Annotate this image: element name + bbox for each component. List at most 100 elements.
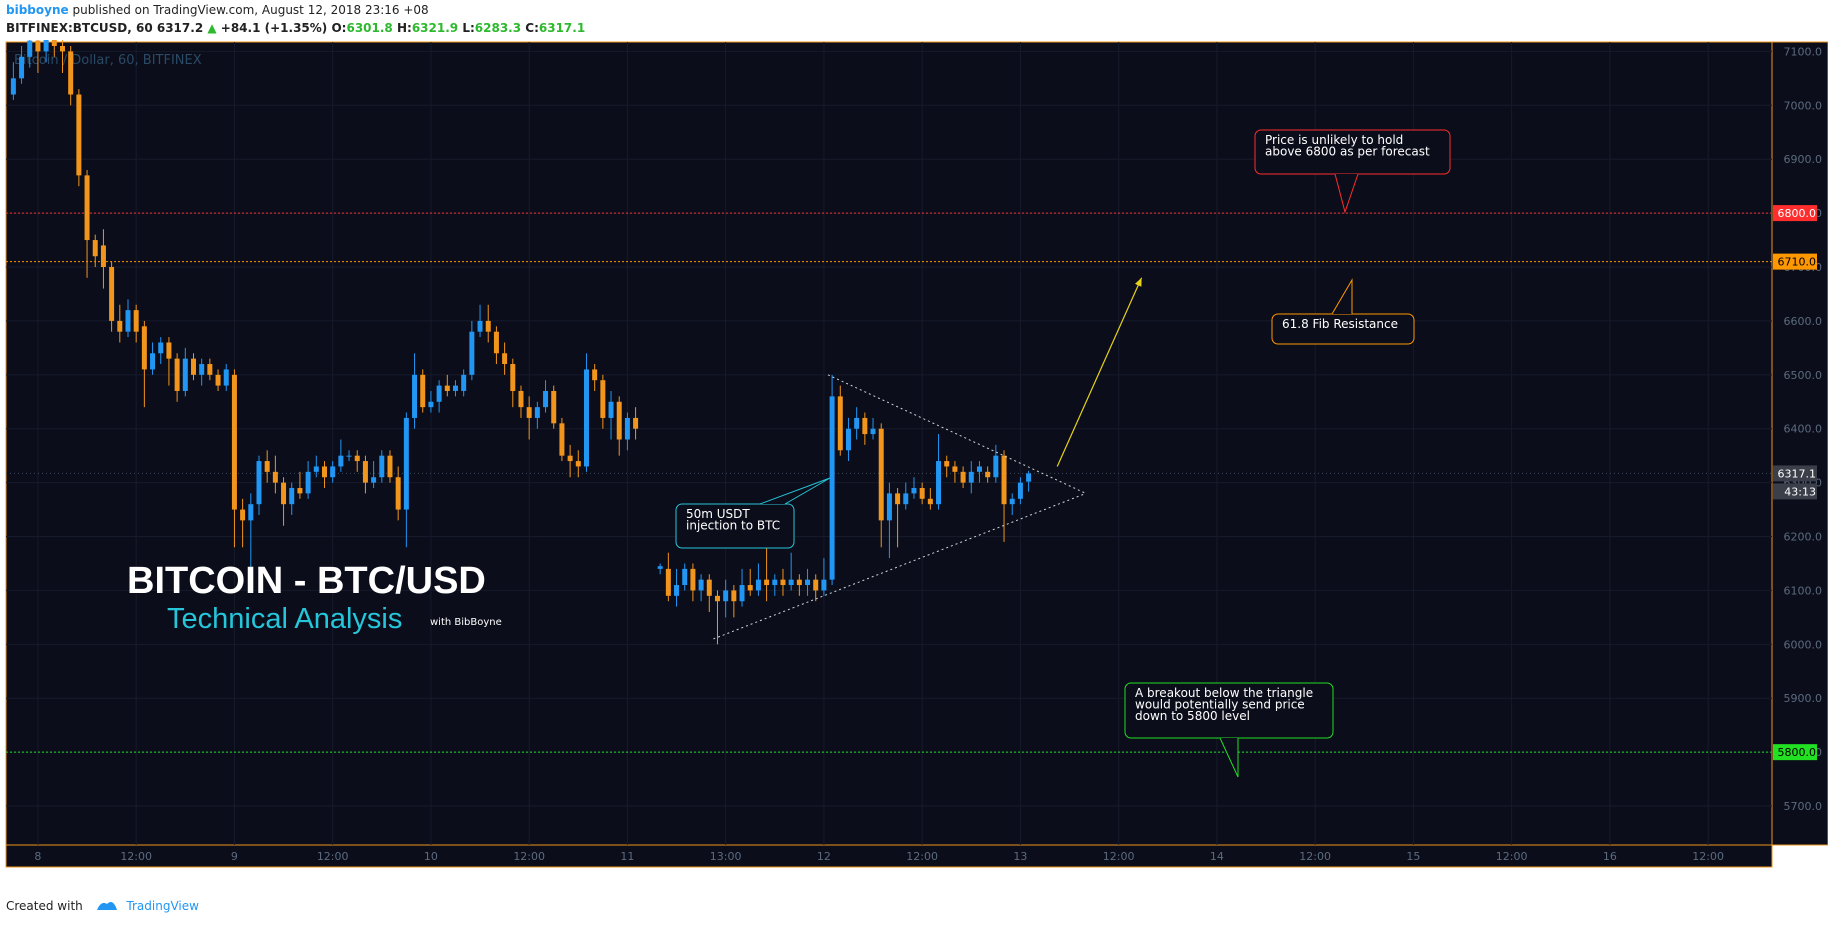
candle-body <box>845 428 851 451</box>
candle-body <box>76 94 82 176</box>
candle-body <box>477 320 483 332</box>
forecast-arrow-line <box>1056 277 1143 467</box>
x-tick-label: 12:00 <box>1103 850 1135 863</box>
x-tick-label: 12:00 <box>1692 850 1724 863</box>
candle-body <box>682 568 688 586</box>
time-axis[interactable] <box>5 844 1773 868</box>
overlay-title: BITCOIN - BTC/USD <box>127 560 486 602</box>
candle-body <box>600 380 606 418</box>
author-link[interactable]: bibboyne <box>6 3 69 17</box>
candle-body <box>43 40 49 52</box>
candle-body <box>985 471 991 478</box>
candle-body <box>1009 498 1015 505</box>
level-price-tag <box>1773 205 1817 222</box>
candle-body <box>903 493 909 505</box>
candle-body <box>35 40 41 52</box>
y-axis-labels: 5700.05800.05900.06000.06100.06200.06300… <box>1773 45 1822 813</box>
open-label: O: <box>331 21 347 35</box>
candle-body <box>960 471 966 483</box>
candle-body <box>92 240 98 257</box>
level-price-tag <box>1773 744 1817 761</box>
symbol-info: BITFINEX:BTCUSD, 60 6317.2 ▲ +84.1 (+1.3… <box>6 21 585 35</box>
candle-body <box>993 455 999 478</box>
candle-body <box>665 568 671 596</box>
y-tick-label: 6200.0 <box>1784 531 1823 544</box>
annotation-text: 61.8 Fib Resistance <box>1282 317 1398 331</box>
y-tick-label: 7000.0 <box>1784 99 1823 112</box>
candle-body <box>117 320 123 332</box>
candle-body <box>534 407 540 418</box>
candle-body <box>805 579 811 586</box>
low-label: L: <box>462 21 475 35</box>
candle-body <box>518 390 524 408</box>
candle-body <box>379 455 385 478</box>
candle-body <box>133 310 139 332</box>
candle-body <box>772 579 778 586</box>
annotation-text: would potentially send price <box>1135 698 1305 712</box>
candle-body <box>150 353 156 370</box>
price-axis[interactable] <box>1771 41 1828 846</box>
candle-body <box>420 374 426 408</box>
footer: Created with TradingView <box>6 898 199 915</box>
candle-body <box>583 369 589 467</box>
candle-body <box>289 488 295 505</box>
candle-body <box>387 455 393 478</box>
candle-body <box>436 385 442 402</box>
candle-body <box>829 396 835 580</box>
candle-body <box>878 428 884 521</box>
candle-body <box>870 428 876 435</box>
candle-body <box>559 423 565 456</box>
candle-body <box>461 374 467 391</box>
candle-body <box>100 245 106 268</box>
forecast-arrow-head <box>1134 277 1142 287</box>
chart-pane[interactable] <box>5 41 1773 846</box>
candle-body <box>731 590 737 602</box>
candlestick-chart[interactable]: Bitcoin / Dollar, 60, BITFINEX 5700.0 580… <box>0 40 1828 892</box>
candle-body <box>166 342 172 359</box>
tradingview-link[interactable]: TradingView <box>126 899 199 913</box>
x-tick-label: 16 <box>1603 850 1617 863</box>
candle-body <box>321 466 327 478</box>
candle-body <box>936 461 942 505</box>
candle-body <box>313 466 319 472</box>
annotation-tail <box>1331 278 1353 315</box>
candle-body <box>240 509 246 521</box>
candle-body <box>1017 482 1023 499</box>
candle-body <box>821 579 827 591</box>
x-tick-label: 9 <box>231 850 238 863</box>
candle-body <box>608 401 614 418</box>
candle-body <box>158 342 164 354</box>
candle-body <box>346 455 352 457</box>
candle-body <box>362 461 368 483</box>
candle-body <box>207 364 213 375</box>
x-tick-label: 12:00 <box>513 850 545 863</box>
annotation-text: A breakout below the triangle <box>1135 686 1313 700</box>
countdown-label: 43:13 <box>1784 485 1816 498</box>
candle-body <box>543 390 549 408</box>
published-text: published on TradingView.com, August 12,… <box>72 3 429 17</box>
candle-body <box>190 358 196 375</box>
candle-body <box>485 320 491 332</box>
candle-body <box>1001 455 1007 505</box>
candle-body <box>624 417 630 440</box>
candle-body <box>371 477 377 483</box>
ohlc-readout: O:6301.8 H:6321.9 L:6283.3 C:6317.1 <box>331 21 585 35</box>
candle-body <box>788 579 794 586</box>
candle-body <box>780 579 786 586</box>
x-tick-label: 15 <box>1406 850 1420 863</box>
candle-body <box>944 461 950 467</box>
candle-body <box>125 310 131 332</box>
candle-body <box>10 78 16 95</box>
candle-body <box>182 358 188 391</box>
candle-body <box>706 579 712 596</box>
candle-body <box>68 51 74 95</box>
x-tick-label: 12:00 <box>120 850 152 863</box>
level-price-label: 6800.0 <box>1778 207 1817 220</box>
candle-body <box>264 461 270 472</box>
y-tick-label: 7100.0 <box>1784 45 1823 58</box>
candle-body <box>109 267 115 321</box>
level-price-label: 5800.0 <box>1778 746 1817 759</box>
